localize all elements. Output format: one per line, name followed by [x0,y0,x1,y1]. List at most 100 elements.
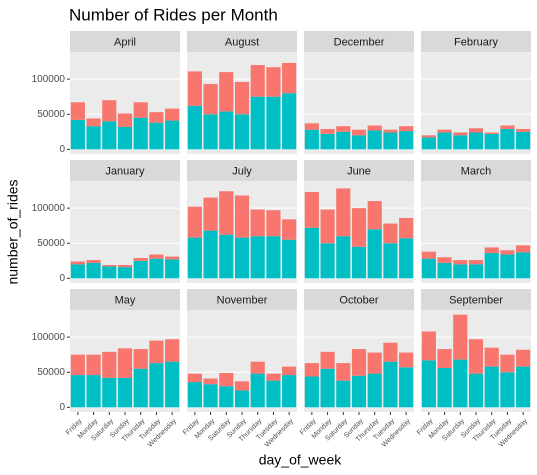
bar [453,314,468,360]
bar [453,264,468,279]
bar [203,114,218,150]
bar [149,122,164,150]
bar [250,361,265,374]
bar [234,114,250,150]
bar [320,128,335,134]
bar [336,363,351,381]
facet-title: February [454,36,499,48]
bar [383,243,398,279]
y-tick-label: 100000 [32,74,66,85]
bar [320,243,335,279]
bar [399,131,414,150]
bar [399,238,414,279]
bar [383,132,398,150]
bar [149,340,164,364]
bar [500,254,515,279]
bar [102,265,117,267]
bar [165,259,180,279]
bar [421,258,436,279]
facet-title: September [449,294,503,306]
bar [117,113,133,127]
bar [70,119,85,150]
bar [351,349,367,376]
bar [203,197,218,231]
bar [219,372,234,387]
facet-title: June [347,165,371,177]
bar [421,251,436,259]
facet-title: April [114,36,136,48]
bar [320,133,335,150]
facet-title: August [225,36,259,48]
x-axis-title: day_of_week [259,452,343,468]
bar [453,135,468,150]
bar [367,229,382,279]
facet-strip [304,31,414,52]
bar [383,342,398,362]
facet-title: January [105,165,145,177]
bar [468,260,484,265]
bar [133,102,148,118]
bar [516,349,531,367]
bar [165,339,180,362]
bar [149,254,164,259]
bar [266,380,281,408]
bar [437,132,452,150]
bar [187,71,202,106]
y-tick-label: 100000 [32,203,66,214]
bar [165,108,180,121]
bar [336,236,351,279]
bar [500,128,515,150]
bar [351,375,367,408]
facet-title: March [461,165,492,177]
bar [187,382,202,408]
bar [70,264,85,279]
facet-strip [304,160,414,181]
facet-title: July [232,165,252,177]
facet-strip [187,31,297,52]
bar [437,262,452,279]
facet-strip [421,31,531,52]
bar [468,373,484,408]
bar [320,368,335,408]
bar [219,234,234,279]
bar [234,237,250,279]
bar [336,188,351,237]
bar [516,366,531,408]
bar [117,267,133,279]
y-tick-label: 50000 [37,238,65,249]
bar [219,191,234,235]
bar [500,125,515,129]
bar [70,261,85,265]
bar [234,81,250,115]
bar [320,209,335,244]
bar [282,219,297,240]
bar [304,376,319,408]
bar [516,245,531,253]
bar [203,84,218,115]
y-tick-label: 0 [59,144,65,155]
bar [187,373,202,383]
bar [219,111,234,150]
bar [500,354,515,373]
y-tick-label: 0 [59,273,65,284]
bar [282,93,297,150]
bar [250,65,265,97]
bar [383,129,398,133]
y-tick-label: 50000 [37,367,65,378]
facet-strip [70,160,180,181]
bar [250,96,265,150]
bar [282,239,297,279]
bar [516,131,531,150]
y-tick-label: 100000 [32,332,66,343]
bar [133,368,148,408]
facet-strip [421,160,531,181]
bar [500,372,515,408]
bar [282,62,297,94]
bar [133,117,148,150]
bar [453,132,468,136]
bar [421,135,436,138]
bar [165,120,180,150]
bar [399,217,414,239]
bar [367,130,382,150]
bar [437,257,452,263]
